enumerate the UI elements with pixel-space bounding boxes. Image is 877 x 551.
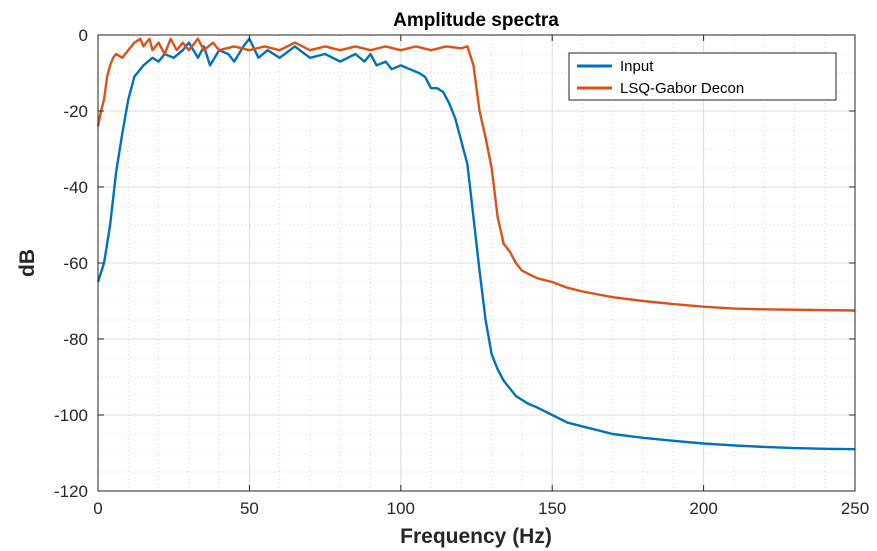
- x-tick-label: 200: [689, 499, 717, 518]
- legend[interactable]: Input LSQ-Gabor Decon: [568, 52, 837, 101]
- y-tick-label: -100: [54, 406, 88, 425]
- legend-label-lsq-gabor-decon: LSQ-Gabor Decon: [620, 80, 744, 97]
- chart-title: Amplitude spectra: [393, 10, 559, 31]
- y-tick-label: -20: [63, 102, 88, 121]
- legend-box: [568, 52, 837, 101]
- series-layer: [96, 37, 856, 451]
- series-line-input: [96, 37, 856, 451]
- series-line-lsq-gabor-decon: [96, 37, 856, 312]
- y-axis-title: dB: [16, 249, 39, 277]
- y-tick-label: -120: [54, 482, 88, 501]
- x-tick-label: 150: [538, 499, 566, 518]
- y-tick-label: -80: [63, 330, 88, 349]
- y-tick-labels: 0 -20 -40 -60 -80 -100 -120: [54, 26, 88, 501]
- y-tick-label: 0: [79, 26, 88, 45]
- x-tick-label: 0: [93, 499, 102, 518]
- legend-label-input: Input: [620, 58, 654, 75]
- tick-marks: [97, 34, 856, 492]
- x-tick-labels: 0 50 100 150 200 250: [93, 499, 869, 518]
- x-tick-label: 100: [387, 499, 415, 518]
- x-tick-label: 250: [841, 499, 869, 518]
- x-tick-label: 50: [240, 499, 259, 518]
- y-tick-label: -60: [63, 254, 88, 273]
- y-tick-label: -40: [63, 178, 88, 197]
- x-axis-title: Frequency (Hz): [400, 525, 552, 548]
